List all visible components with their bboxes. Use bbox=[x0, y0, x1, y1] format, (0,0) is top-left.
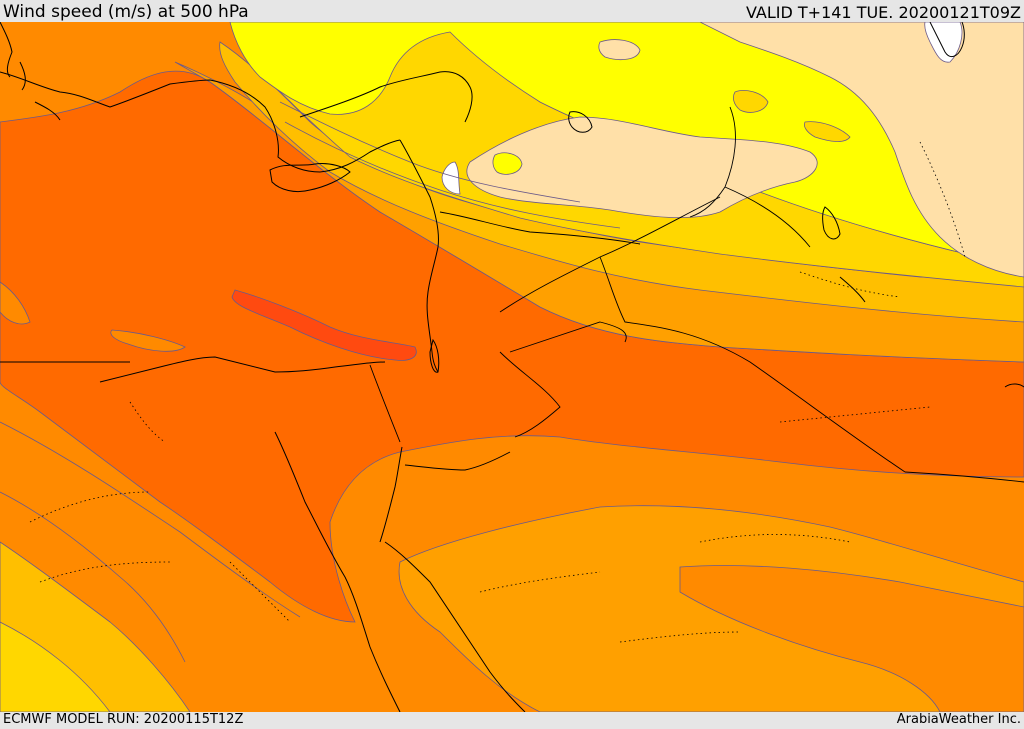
border-turkey-syria bbox=[439, 211, 641, 245]
province-boundaries bbox=[29, 141, 966, 643]
contour-line-1 bbox=[0, 421, 301, 618]
band-lightest-central bbox=[466, 116, 818, 218]
band-lightest-northeast bbox=[699, 22, 1024, 278]
map-title: Wind speed (m/s) at 500 hPa bbox=[3, 2, 249, 22]
coastline-cyprus bbox=[269, 163, 351, 193]
band-gold-southwest bbox=[0, 621, 111, 712]
valid-time: VALID T+141 TUE. 20200121T09Z bbox=[745, 3, 1021, 22]
coastline-egypt-north bbox=[99, 356, 386, 383]
footer-bar: ECMWF MODEL RUN: 20200115T12Z ArabiaWeat… bbox=[0, 712, 1024, 729]
border-iraq-saudi bbox=[599, 256, 906, 473]
coastline-black-sea-south bbox=[299, 71, 473, 123]
contour-island-2 bbox=[492, 152, 523, 175]
contour-island-1 bbox=[598, 39, 641, 61]
border-iraq-iran bbox=[689, 106, 811, 248]
contour-island-5 bbox=[110, 329, 186, 352]
contour-line-2 bbox=[0, 491, 186, 663]
coastline-lake-van bbox=[568, 111, 593, 133]
border-syria-iraq bbox=[499, 196, 721, 313]
border-kuwait bbox=[904, 471, 1024, 483]
map-canvas bbox=[0, 22, 1024, 712]
contour-island-4 bbox=[733, 90, 769, 113]
coastline-greece bbox=[0, 22, 61, 121]
contour-island-6 bbox=[0, 281, 31, 325]
coastline-caspian bbox=[929, 22, 965, 58]
contour-island-3 bbox=[804, 121, 851, 142]
border-saudi-jordan-south bbox=[404, 451, 511, 471]
model-run: ECMWF MODEL RUN: 20200115T12Z bbox=[3, 712, 244, 727]
credit: ArabiaWeather Inc. bbox=[896, 712, 1021, 727]
border-jordan-saudi bbox=[509, 321, 627, 353]
wind-speed-map[interactable] bbox=[0, 22, 1024, 712]
coastline-lake-urmia bbox=[822, 206, 841, 240]
band-orange-southeast-inner bbox=[679, 565, 1024, 712]
coastline-dead-sea bbox=[429, 338, 440, 373]
coastline-turkey-south bbox=[0, 71, 401, 173]
band-red-orange-core bbox=[231, 289, 417, 361]
title-bar: Wind speed (m/s) at 500 hPa VALID T+141 … bbox=[0, 0, 1024, 22]
contour-line-4 bbox=[284, 121, 621, 229]
contour-line-3 bbox=[279, 101, 581, 203]
band-white-spot bbox=[441, 161, 461, 195]
band-yellow-north bbox=[229, 22, 1024, 268]
coastline-persian-gulf-north bbox=[839, 276, 1024, 388]
border-jordan-east bbox=[499, 351, 561, 438]
coastline-sinai-gulfs bbox=[274, 431, 526, 712]
border-egypt-sinai bbox=[369, 364, 401, 443]
band-white-spot-north bbox=[924, 22, 963, 63]
coastline-levant bbox=[399, 139, 439, 373]
